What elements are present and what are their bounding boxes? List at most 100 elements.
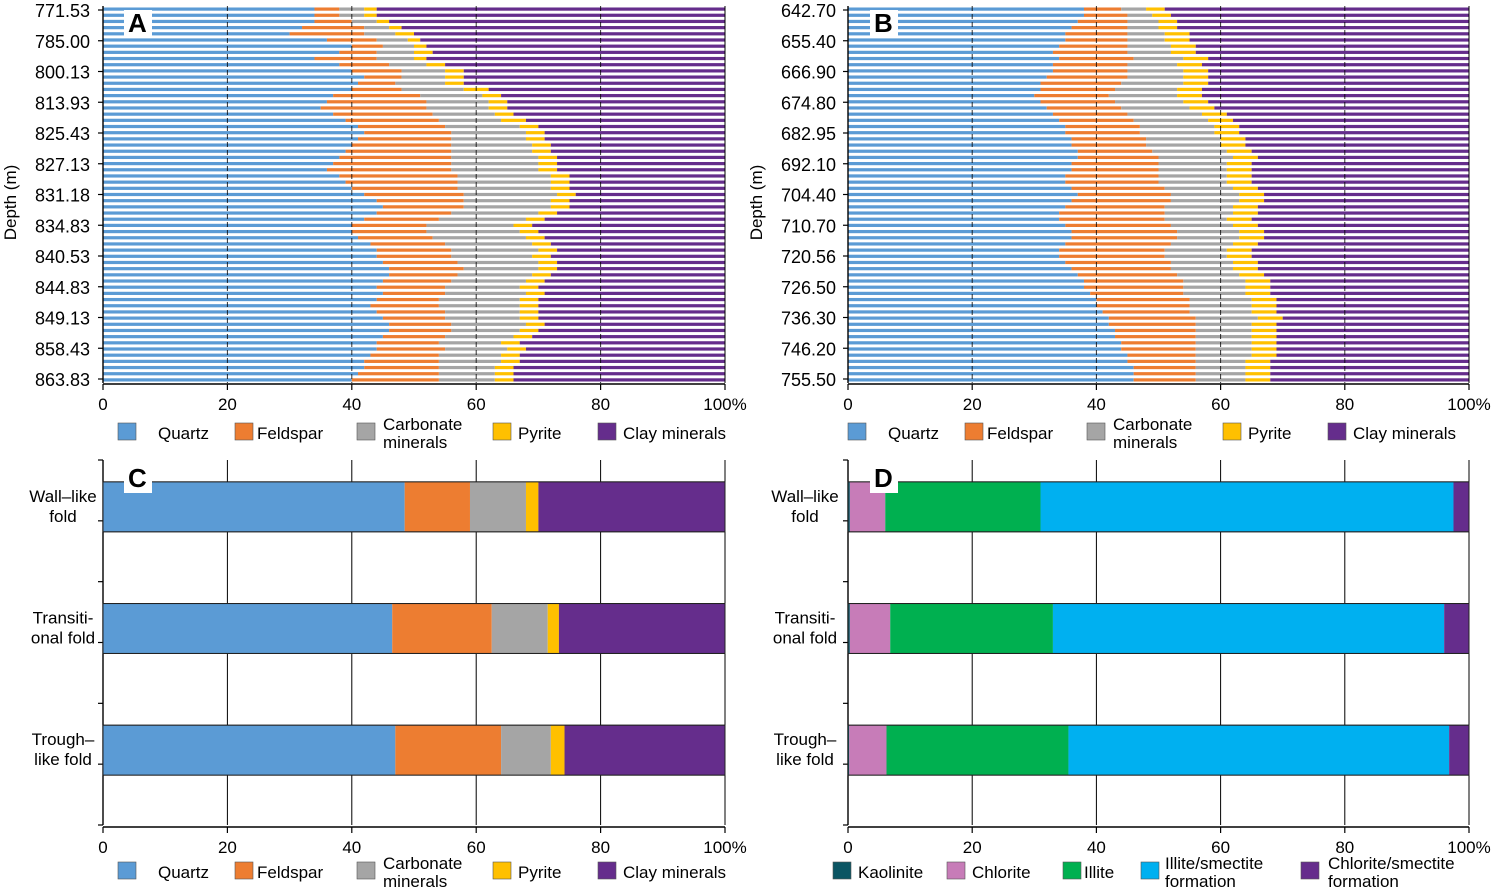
panel-B-bar-clay-minerals-segment [1208,81,1469,85]
panel-B-bar-carbonate-minerals-segment [1158,161,1227,166]
panel-C-label: C [128,463,147,493]
panel-A-bar-feldspar-segment [314,7,340,11]
panel-A-bar-carbonate-minerals-segment [438,365,495,370]
panel-D-label: D [874,463,893,493]
panel-B-bar-pyrite-segment [1245,285,1271,289]
panel-A-bar-carbonate-minerals-segment [451,254,533,258]
panel-A-bar-carbonate-minerals-segment [376,50,414,54]
panel-A-bar-carbonate-minerals-segment [457,180,551,184]
panel-B-bar-quartz-segment [848,217,1060,221]
panel-B-bar-feldspar-segment [1127,359,1196,363]
panel-A-bar-clay-minerals-segment [538,316,725,320]
legend-d-swatch-chlorite-smectite-formation [1300,861,1320,880]
panel-B-bar-clay-minerals-segment [1270,365,1469,370]
panel-A-bar-carbonate-minerals-segment [463,199,551,203]
panel-B-bar-pyrite-segment [1183,75,1209,79]
panel-A-bar-carbonate-minerals-segment [438,304,520,308]
panel-A-bar-feldspar-segment [389,267,464,271]
panel-C-bar-quartz-segment [103,481,405,532]
panel-A-bar-feldspar-segment [382,260,458,265]
panel-B-bar-carbonate-minerals-segment [1183,279,1246,283]
panel-B-bar-carbonate-minerals-segment [1127,26,1159,30]
panel-A-bar-carbonate-minerals-segment [420,94,483,98]
panel-A-bar-pyrite-segment [532,254,551,258]
panel-B-bar-quartz-segment [848,365,1134,370]
panel-D-bar-chlorite-segment [849,725,887,776]
panel-D-bar-outline [847,724,1470,776]
panel-A-bar-quartz-segment [103,372,359,376]
panel-B-bar-clay-minerals-segment [1257,260,1469,265]
panel-B-bar-pyrite-segment [1226,161,1252,166]
panel-A-bar-clay-minerals-segment [538,285,725,289]
panel-A-bar-quartz-segment [103,137,359,141]
panel-B-bar-carbonate-minerals-segment [1127,32,1165,36]
panel-B-bar-pyrite-segment [1220,137,1246,141]
panel-B-bar-pyrite-segment [1239,236,1265,240]
panel-B-bar-clay-minerals-segment [1276,304,1469,308]
panel-A-bar-carbonate-minerals-segment [463,205,551,209]
panel-B-bar-pyrite-segment [1251,335,1277,339]
panel-A-bar-carbonate-minerals-segment [438,341,502,345]
legend-d-swatch-chlorite [946,861,966,880]
panel-B-bar-quartz-segment [848,174,1066,178]
panel-B-bar-pyrite-segment [1183,56,1209,61]
panel-B-label-bg [870,10,898,38]
panel-C-category-label: Transiti- [33,609,94,628]
panel-A-bar-clay-minerals-segment [532,223,725,228]
panel-B-bar-clay-minerals-segment [1276,310,1469,314]
panel-B-bar-pyrite-segment [1251,310,1277,314]
panel-B-bar-feldspar-segment [1059,254,1165,258]
panel-C-bar-clay-minerals-segment [538,481,725,532]
panel-B-bar-quartz-segment [848,56,1060,61]
panel-B-bar-carbonate-minerals-segment [1195,328,1252,333]
panel-B-bar-pyrite-segment [1183,100,1209,104]
panel-B-y-axis-title: Depth (m) [747,165,766,241]
panel-A-y-tick-label: 813.93 [35,93,90,113]
panel-C-bar-pyrite-segment [525,481,539,532]
panel-A-bar-feldspar-segment [289,32,365,36]
panel-A-bar-clay-minerals-segment [569,180,725,184]
panel-A-bar-quartz-segment [103,199,377,203]
legend-c-label-carbonate-minerals: Carbonate [383,854,462,873]
panel-B-bar-pyrite-segment [1214,124,1240,129]
panel-B-bar-carbonate-minerals-segment [1121,7,1147,11]
panel-B-bar-pyrite-segment [1239,192,1265,197]
panel-C-bar-pyrite-segment [547,603,559,654]
panel-B-bar-feldspar-segment [1077,19,1128,24]
panel-A-bar-pyrite-segment [525,131,545,135]
panel-A-bar-feldspar-segment [333,94,421,98]
panel-A-bar-clay-minerals-segment [557,260,725,265]
panel-A-bar-clay-minerals-segment [544,137,725,141]
panel-B-bar-feldspar-segment [1102,310,1190,314]
panel-B-bar-quartz-segment [848,81,1041,85]
panel-B-bar-carbonate-minerals-segment [1121,106,1190,110]
panel-A-bar-pyrite-segment [525,279,545,283]
panel-B-bar-clay-minerals-segment [1251,174,1469,178]
panel-B-bar-clay-minerals-segment [1270,372,1469,376]
panel-A-bar-quartz-segment [103,149,346,153]
panel-A-y-tick-label: 827.13 [35,155,90,175]
panel-A-bar-quartz-segment [103,174,340,178]
panel-A-bar-pyrite-segment [519,310,539,314]
panel-A-bar-quartz-segment [103,297,377,302]
panel-B-bar-clay-minerals-segment [1251,168,1469,172]
legend-b-label-carbonate-minerals: Carbonate [1113,415,1192,434]
panel-A-bar-carbonate-minerals-segment [457,273,533,277]
legend-c-swatch-clay-minerals [597,861,617,880]
panel-B-bar-carbonate-minerals-segment [1152,149,1227,153]
panel-B-bar-pyrite-segment [1170,50,1196,54]
panel-A-bar-clay-minerals-segment [557,267,725,271]
panel-A-bar-feldspar-segment [351,143,452,147]
legend-b-swatch-feldspar [964,422,984,441]
panel-A-bar-pyrite-segment [519,229,539,234]
panel-A-bar-carbonate-minerals-segment [376,56,414,61]
panel-A-y-tick-label: 825.43 [35,124,90,144]
panel-A-bar-clay-minerals-segment [507,106,725,110]
panel-B-bar-pyrite-segment [1170,44,1196,48]
panel-B-bar-clay-minerals-segment [1264,273,1469,277]
panel-B-bar-feldspar-segment [1071,26,1128,30]
panel-A-bar-carbonate-minerals-segment [426,229,520,234]
panel-A-bar-feldspar-segment [376,199,464,203]
panel-B-x-tick-label: 20 [963,395,982,414]
panel-B-bar-clay-minerals-segment [1257,186,1469,190]
